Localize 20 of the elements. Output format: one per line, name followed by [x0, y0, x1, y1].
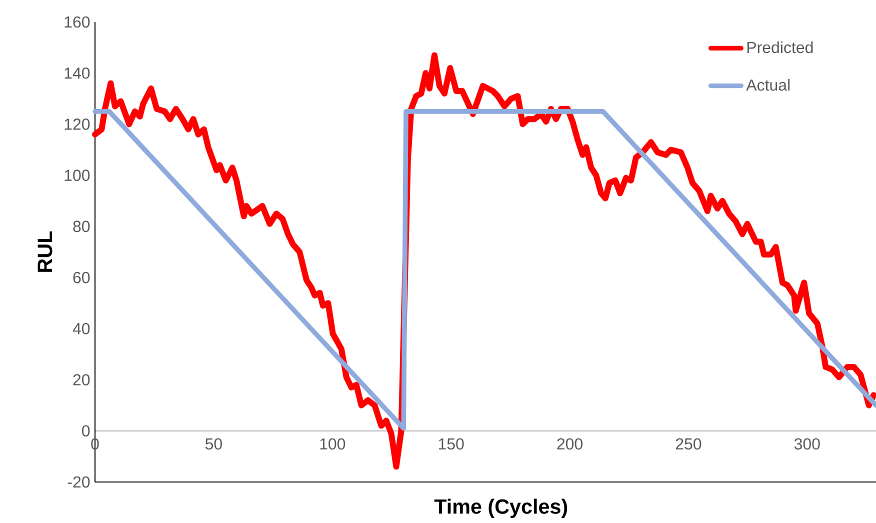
y-tick-label: 40 — [72, 322, 90, 334]
y-axis-title: RUL — [38, 231, 52, 272]
y-tick-label: 20 — [73, 374, 90, 386]
y-tick-label: 160 — [64, 16, 90, 28]
legend-label: Actual — [746, 78, 790, 91]
x-tick-label: 200 — [557, 438, 582, 450]
y-tick-label: 140 — [64, 67, 90, 79]
x-tick-label: 300 — [794, 438, 820, 450]
y-tick-label: 0 — [82, 425, 90, 437]
legend-label: Predicted — [747, 41, 813, 54]
x-tick-label: 150 — [438, 438, 464, 450]
x-tick-label: 50 — [205, 438, 222, 450]
x-tick-label: 250 — [676, 438, 702, 450]
x-tick-label: 100 — [320, 438, 346, 450]
y-tick-label: 80 — [73, 220, 90, 232]
y-tick-label: -20 — [68, 476, 90, 488]
y-tick-label: 60 — [73, 272, 90, 284]
y-tick-label: 120 — [64, 118, 90, 130]
y-tick-label: 100 — [64, 170, 90, 181]
x-axis-title: Time (Cycles) — [434, 498, 568, 518]
